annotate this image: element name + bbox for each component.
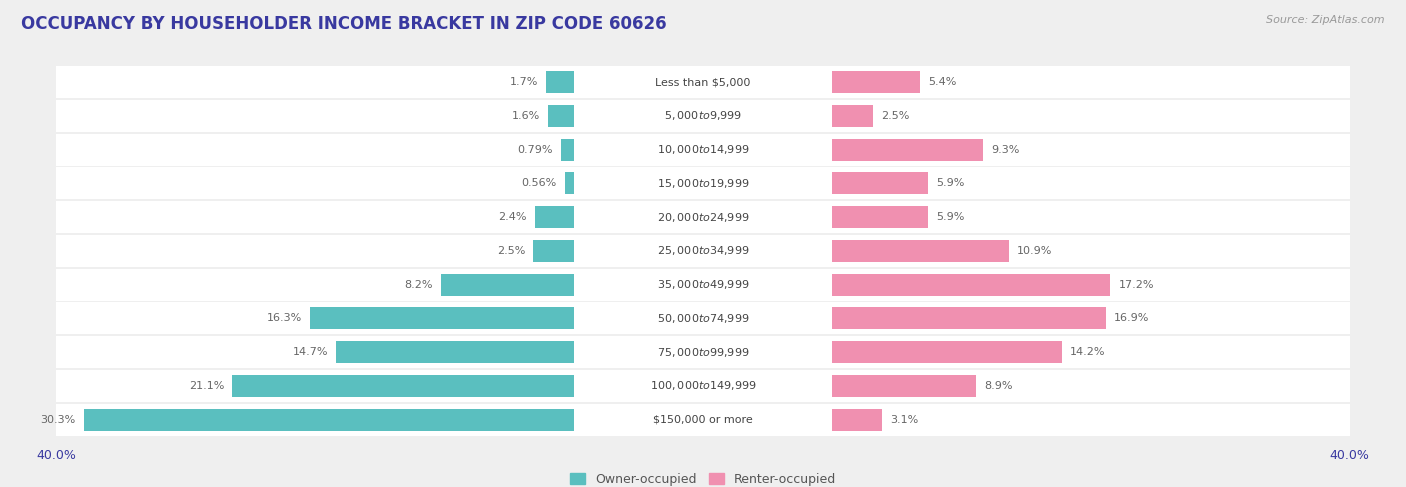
Bar xyxy=(832,341,1062,363)
Text: 5.4%: 5.4% xyxy=(928,77,956,87)
Bar xyxy=(311,307,574,329)
Bar xyxy=(548,105,574,127)
Text: 16.3%: 16.3% xyxy=(267,313,302,323)
Bar xyxy=(832,139,983,161)
Text: $20,000 to $24,999: $20,000 to $24,999 xyxy=(657,210,749,224)
Text: 30.3%: 30.3% xyxy=(41,414,76,425)
FancyBboxPatch shape xyxy=(56,100,1350,132)
Text: $10,000 to $14,999: $10,000 to $14,999 xyxy=(657,143,749,156)
FancyBboxPatch shape xyxy=(56,370,1350,402)
FancyBboxPatch shape xyxy=(56,404,1350,435)
Text: OCCUPANCY BY HOUSEHOLDER INCOME BRACKET IN ZIP CODE 60626: OCCUPANCY BY HOUSEHOLDER INCOME BRACKET … xyxy=(21,15,666,33)
Bar xyxy=(832,307,1105,329)
Text: 1.6%: 1.6% xyxy=(512,111,540,121)
Text: 14.2%: 14.2% xyxy=(1070,347,1105,357)
Bar xyxy=(832,240,1008,262)
Text: 17.2%: 17.2% xyxy=(1119,280,1154,290)
Text: 10.9%: 10.9% xyxy=(1017,246,1052,256)
Bar xyxy=(832,274,1111,296)
FancyBboxPatch shape xyxy=(56,302,1350,335)
Bar xyxy=(561,139,574,161)
Text: $35,000 to $49,999: $35,000 to $49,999 xyxy=(657,278,749,291)
Text: 2.5%: 2.5% xyxy=(496,246,526,256)
Bar xyxy=(84,409,574,431)
FancyBboxPatch shape xyxy=(56,336,1350,368)
Bar xyxy=(232,375,574,397)
FancyBboxPatch shape xyxy=(56,167,1350,199)
Bar xyxy=(441,274,574,296)
Legend: Owner-occupied, Renter-occupied: Owner-occupied, Renter-occupied xyxy=(565,468,841,487)
Text: 2.5%: 2.5% xyxy=(880,111,910,121)
Text: $150,000 or more: $150,000 or more xyxy=(654,414,752,425)
Bar xyxy=(832,105,873,127)
Text: 2.4%: 2.4% xyxy=(498,212,527,222)
Text: 8.9%: 8.9% xyxy=(984,381,1012,391)
Text: 16.9%: 16.9% xyxy=(1114,313,1149,323)
Text: 1.7%: 1.7% xyxy=(510,77,538,87)
Bar xyxy=(832,206,928,228)
Text: $50,000 to $74,999: $50,000 to $74,999 xyxy=(657,312,749,325)
Text: 0.79%: 0.79% xyxy=(517,145,553,154)
Bar xyxy=(565,172,574,194)
Bar xyxy=(832,375,976,397)
Bar xyxy=(832,71,920,93)
Text: 14.7%: 14.7% xyxy=(292,347,328,357)
Bar xyxy=(832,409,883,431)
FancyBboxPatch shape xyxy=(56,268,1350,300)
FancyBboxPatch shape xyxy=(56,235,1350,267)
Text: $15,000 to $19,999: $15,000 to $19,999 xyxy=(657,177,749,190)
Bar xyxy=(832,172,928,194)
Text: $75,000 to $99,999: $75,000 to $99,999 xyxy=(657,346,749,358)
Text: 0.56%: 0.56% xyxy=(522,178,557,188)
Text: 9.3%: 9.3% xyxy=(991,145,1019,154)
Text: 21.1%: 21.1% xyxy=(188,381,225,391)
Text: Less than $5,000: Less than $5,000 xyxy=(655,77,751,87)
FancyBboxPatch shape xyxy=(56,201,1350,233)
Text: 8.2%: 8.2% xyxy=(405,280,433,290)
Bar xyxy=(546,71,574,93)
FancyBboxPatch shape xyxy=(56,133,1350,166)
Text: Source: ZipAtlas.com: Source: ZipAtlas.com xyxy=(1267,15,1385,25)
Bar xyxy=(534,206,574,228)
Text: 5.9%: 5.9% xyxy=(936,178,965,188)
Bar xyxy=(336,341,574,363)
FancyBboxPatch shape xyxy=(56,66,1350,98)
Text: $5,000 to $9,999: $5,000 to $9,999 xyxy=(664,109,742,122)
Bar xyxy=(533,240,574,262)
Text: $100,000 to $149,999: $100,000 to $149,999 xyxy=(650,379,756,393)
Text: $25,000 to $34,999: $25,000 to $34,999 xyxy=(657,244,749,257)
Text: 3.1%: 3.1% xyxy=(890,414,918,425)
Text: 5.9%: 5.9% xyxy=(936,212,965,222)
